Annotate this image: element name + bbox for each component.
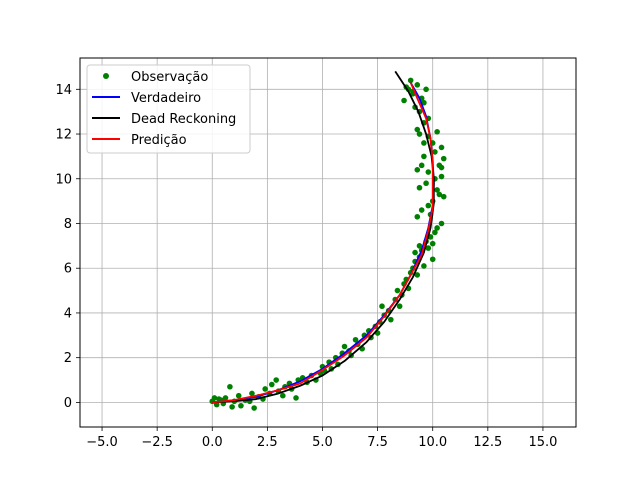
observation-point — [432, 229, 438, 236]
observation-point — [379, 303, 385, 310]
x-tick-label: 15.0 — [528, 435, 557, 450]
y-tick-label: 14 — [55, 83, 72, 98]
legend-marker-observacao — [103, 73, 109, 79]
observation-point — [227, 383, 233, 390]
observation-point — [432, 149, 438, 155]
observation-point — [416, 184, 423, 191]
observation-point — [425, 169, 432, 175]
legend: Observação Verdadeiro Dead Reckoning Pre… — [86, 64, 251, 154]
y-tick-label: 4 — [64, 306, 72, 321]
y-tick-label: 0 — [64, 396, 72, 411]
y-tick-label: 6 — [64, 262, 72, 277]
observation-point — [434, 129, 440, 135]
x-axis: −5.0 −2.5 0.0 2.5 5.0 7.5 10.0 12.5 15.0 — [86, 427, 557, 450]
x-tick-label: 5.0 — [312, 435, 333, 450]
x-tick-label: 10.0 — [418, 435, 447, 450]
x-tick-label: 2.5 — [257, 435, 278, 450]
observation-point — [438, 164, 445, 171]
y-axis: 0 2 4 6 8 10 12 14 — [55, 83, 80, 411]
legend-label-predicao: Predição — [131, 133, 187, 148]
observation-point — [416, 131, 423, 137]
observation-point — [235, 392, 242, 399]
observation-point — [418, 162, 425, 169]
y-tick-label: 10 — [55, 172, 72, 187]
legend-label-verdadeiro: Verdadeiro — [131, 91, 201, 106]
observation-point — [434, 187, 440, 193]
observation-point — [425, 245, 432, 251]
y-tick-label: 2 — [64, 351, 72, 366]
observation-point — [438, 220, 445, 227]
observation-point — [423, 180, 429, 187]
x-tick-label: 7.5 — [367, 435, 388, 450]
legend-box — [86, 64, 251, 154]
observation-point — [229, 404, 235, 410]
observation-point — [238, 402, 244, 409]
y-tick-label: 8 — [64, 217, 72, 232]
observation-point — [416, 243, 423, 249]
observation-point — [388, 316, 394, 323]
plot-area — [209, 70, 447, 411]
observation-point — [414, 82, 421, 88]
observation-point — [262, 386, 268, 392]
legend-label-dead-reckoning: Dead Reckoning — [131, 112, 236, 127]
observation-point — [414, 272, 421, 278]
observation-point — [341, 343, 348, 350]
observation-point — [412, 249, 418, 256]
observation-point — [436, 191, 443, 198]
observation-point — [414, 126, 421, 133]
observation-point — [440, 155, 447, 162]
observation-point — [394, 287, 401, 294]
observation-point — [249, 390, 255, 397]
observation-point — [429, 240, 436, 247]
axes-frame — [79, 57, 577, 428]
observation-point — [222, 395, 229, 401]
observation-point — [438, 173, 445, 180]
grid — [80, 58, 576, 427]
observation-point — [414, 213, 421, 220]
series-line-predicao — [212, 82, 434, 404]
observation-point — [423, 86, 429, 93]
x-tick-label: 0.0 — [202, 435, 223, 450]
observation-point — [211, 395, 218, 401]
observation-point — [434, 225, 440, 231]
observation-point — [401, 97, 407, 104]
y-tick-label: 12 — [55, 128, 72, 143]
observation-point — [352, 336, 359, 343]
observation-point — [438, 144, 445, 151]
x-tick-label: −2.5 — [141, 435, 173, 450]
series-line-dead-reckoning — [212, 70, 435, 404]
observation-point — [293, 395, 299, 401]
observation-point — [251, 405, 257, 411]
observation-point — [425, 202, 432, 209]
observation-point — [421, 263, 427, 269]
observation-point — [268, 381, 275, 388]
x-tick-label: −5.0 — [86, 435, 118, 450]
x-tick-label: 12.5 — [473, 435, 502, 450]
observation-point — [280, 392, 286, 399]
observation-point — [429, 256, 436, 263]
observation-point — [273, 377, 279, 383]
observation-point — [407, 77, 414, 84]
legend-label-observacao: Observação — [131, 70, 208, 85]
observation-point — [440, 193, 447, 200]
observation-point — [421, 140, 427, 146]
observation-point — [421, 153, 427, 160]
observation-point — [396, 303, 403, 310]
observation-point — [418, 207, 425, 213]
observation-point — [213, 401, 220, 408]
observation-point — [414, 167, 421, 173]
